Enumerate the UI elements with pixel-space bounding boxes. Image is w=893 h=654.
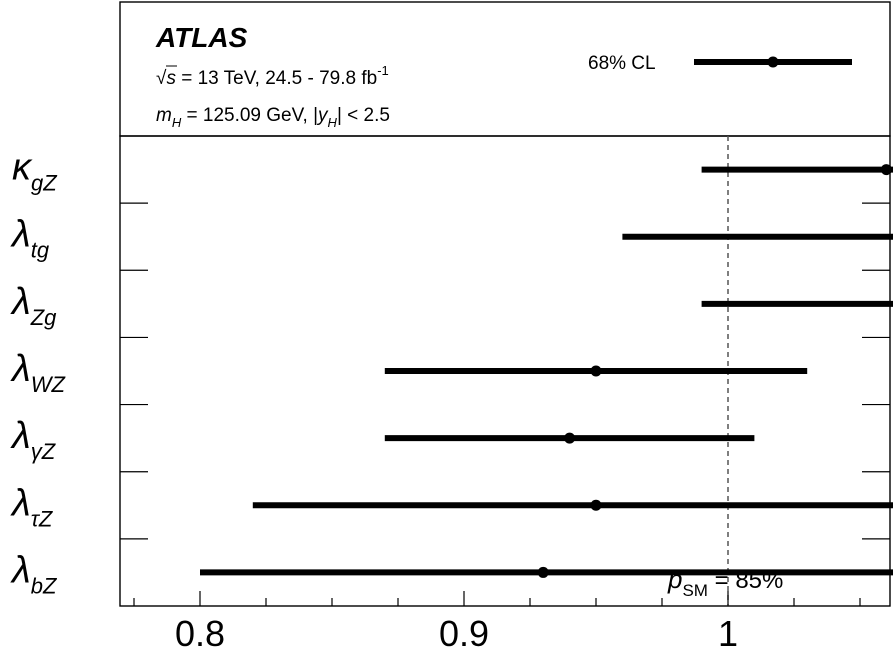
parameter-symbol: λ xyxy=(10,214,31,256)
central-value-marker xyxy=(564,432,576,444)
parameter-label: λtg xyxy=(10,214,50,263)
parameter-subscript: γZ xyxy=(31,439,57,464)
x-tick-label: 0.9 xyxy=(439,613,489,654)
parameter-label: λτZ xyxy=(10,482,54,531)
central-value-marker xyxy=(590,499,602,511)
central-value-marker xyxy=(537,566,549,578)
parameter-label: λZg xyxy=(10,281,57,330)
parameter-symbol: λ xyxy=(10,348,31,390)
parameter-label: λWZ xyxy=(10,348,66,397)
energy-line: √s = 13 TeV, 24.5 - 79.8 fb-1 xyxy=(156,63,389,89)
p-subscript: SM xyxy=(682,581,708,600)
central-value-marker xyxy=(880,164,892,176)
parameter-symbol: λ xyxy=(10,482,31,524)
sqrt-s-label: s xyxy=(166,68,176,89)
parameter-label: λbZ xyxy=(10,549,58,598)
mass-text: = 125.09 GeV, | xyxy=(181,105,318,126)
parameter-label: λγZ xyxy=(10,415,57,464)
x-tick-label: 0.8 xyxy=(175,613,225,654)
energy-text: = 13 TeV, 24.5 - 79.8 fb xyxy=(176,68,377,89)
legend: 68% CL xyxy=(588,53,852,74)
legend-marker xyxy=(767,56,779,68)
mass-subscript: H xyxy=(172,115,182,130)
p-symbol: p xyxy=(667,564,682,594)
mass-symbol: m xyxy=(156,105,172,126)
parameter-subscript: Zg xyxy=(30,305,57,330)
x-tick-label: 1 xyxy=(718,613,738,654)
rapidity-text: | < 2.5 xyxy=(337,105,390,126)
legend-label: 68% CL xyxy=(588,53,656,74)
parameter-subscript: WZ xyxy=(31,372,67,397)
parameter-symbol: λ xyxy=(10,549,31,591)
parameter-symbol: κ xyxy=(12,147,33,189)
svg-text:√s = 13 TeV, 24.5 - 79.8 fb-1: √s = 13 TeV, 24.5 - 79.8 fb-1 xyxy=(156,63,389,89)
experiment-label: ATLAS xyxy=(155,22,248,53)
parameter-subscript: gZ xyxy=(31,171,58,196)
rapidity-symbol: y xyxy=(316,105,329,126)
lumi-exponent: -1 xyxy=(377,63,389,78)
mass-line: mH = 125.09 GeV, |yH| < 2.5 xyxy=(156,105,390,130)
p-sm-label: pSM = 85% xyxy=(667,564,783,600)
parameter-symbol: λ xyxy=(10,415,31,457)
parameter-subscript: bZ xyxy=(31,573,58,598)
parameter-subscript: τZ xyxy=(31,506,54,531)
central-value-marker xyxy=(590,365,602,377)
parameter-label: κgZ xyxy=(12,147,58,196)
p-value-text: = 85% xyxy=(708,567,783,594)
sqrt-symbol: √ xyxy=(156,68,167,89)
parameter-subscript: tg xyxy=(31,238,50,263)
plot-frame xyxy=(119,135,891,607)
parameter-symbol: λ xyxy=(10,281,31,323)
rapidity-subscript: H xyxy=(328,115,338,130)
